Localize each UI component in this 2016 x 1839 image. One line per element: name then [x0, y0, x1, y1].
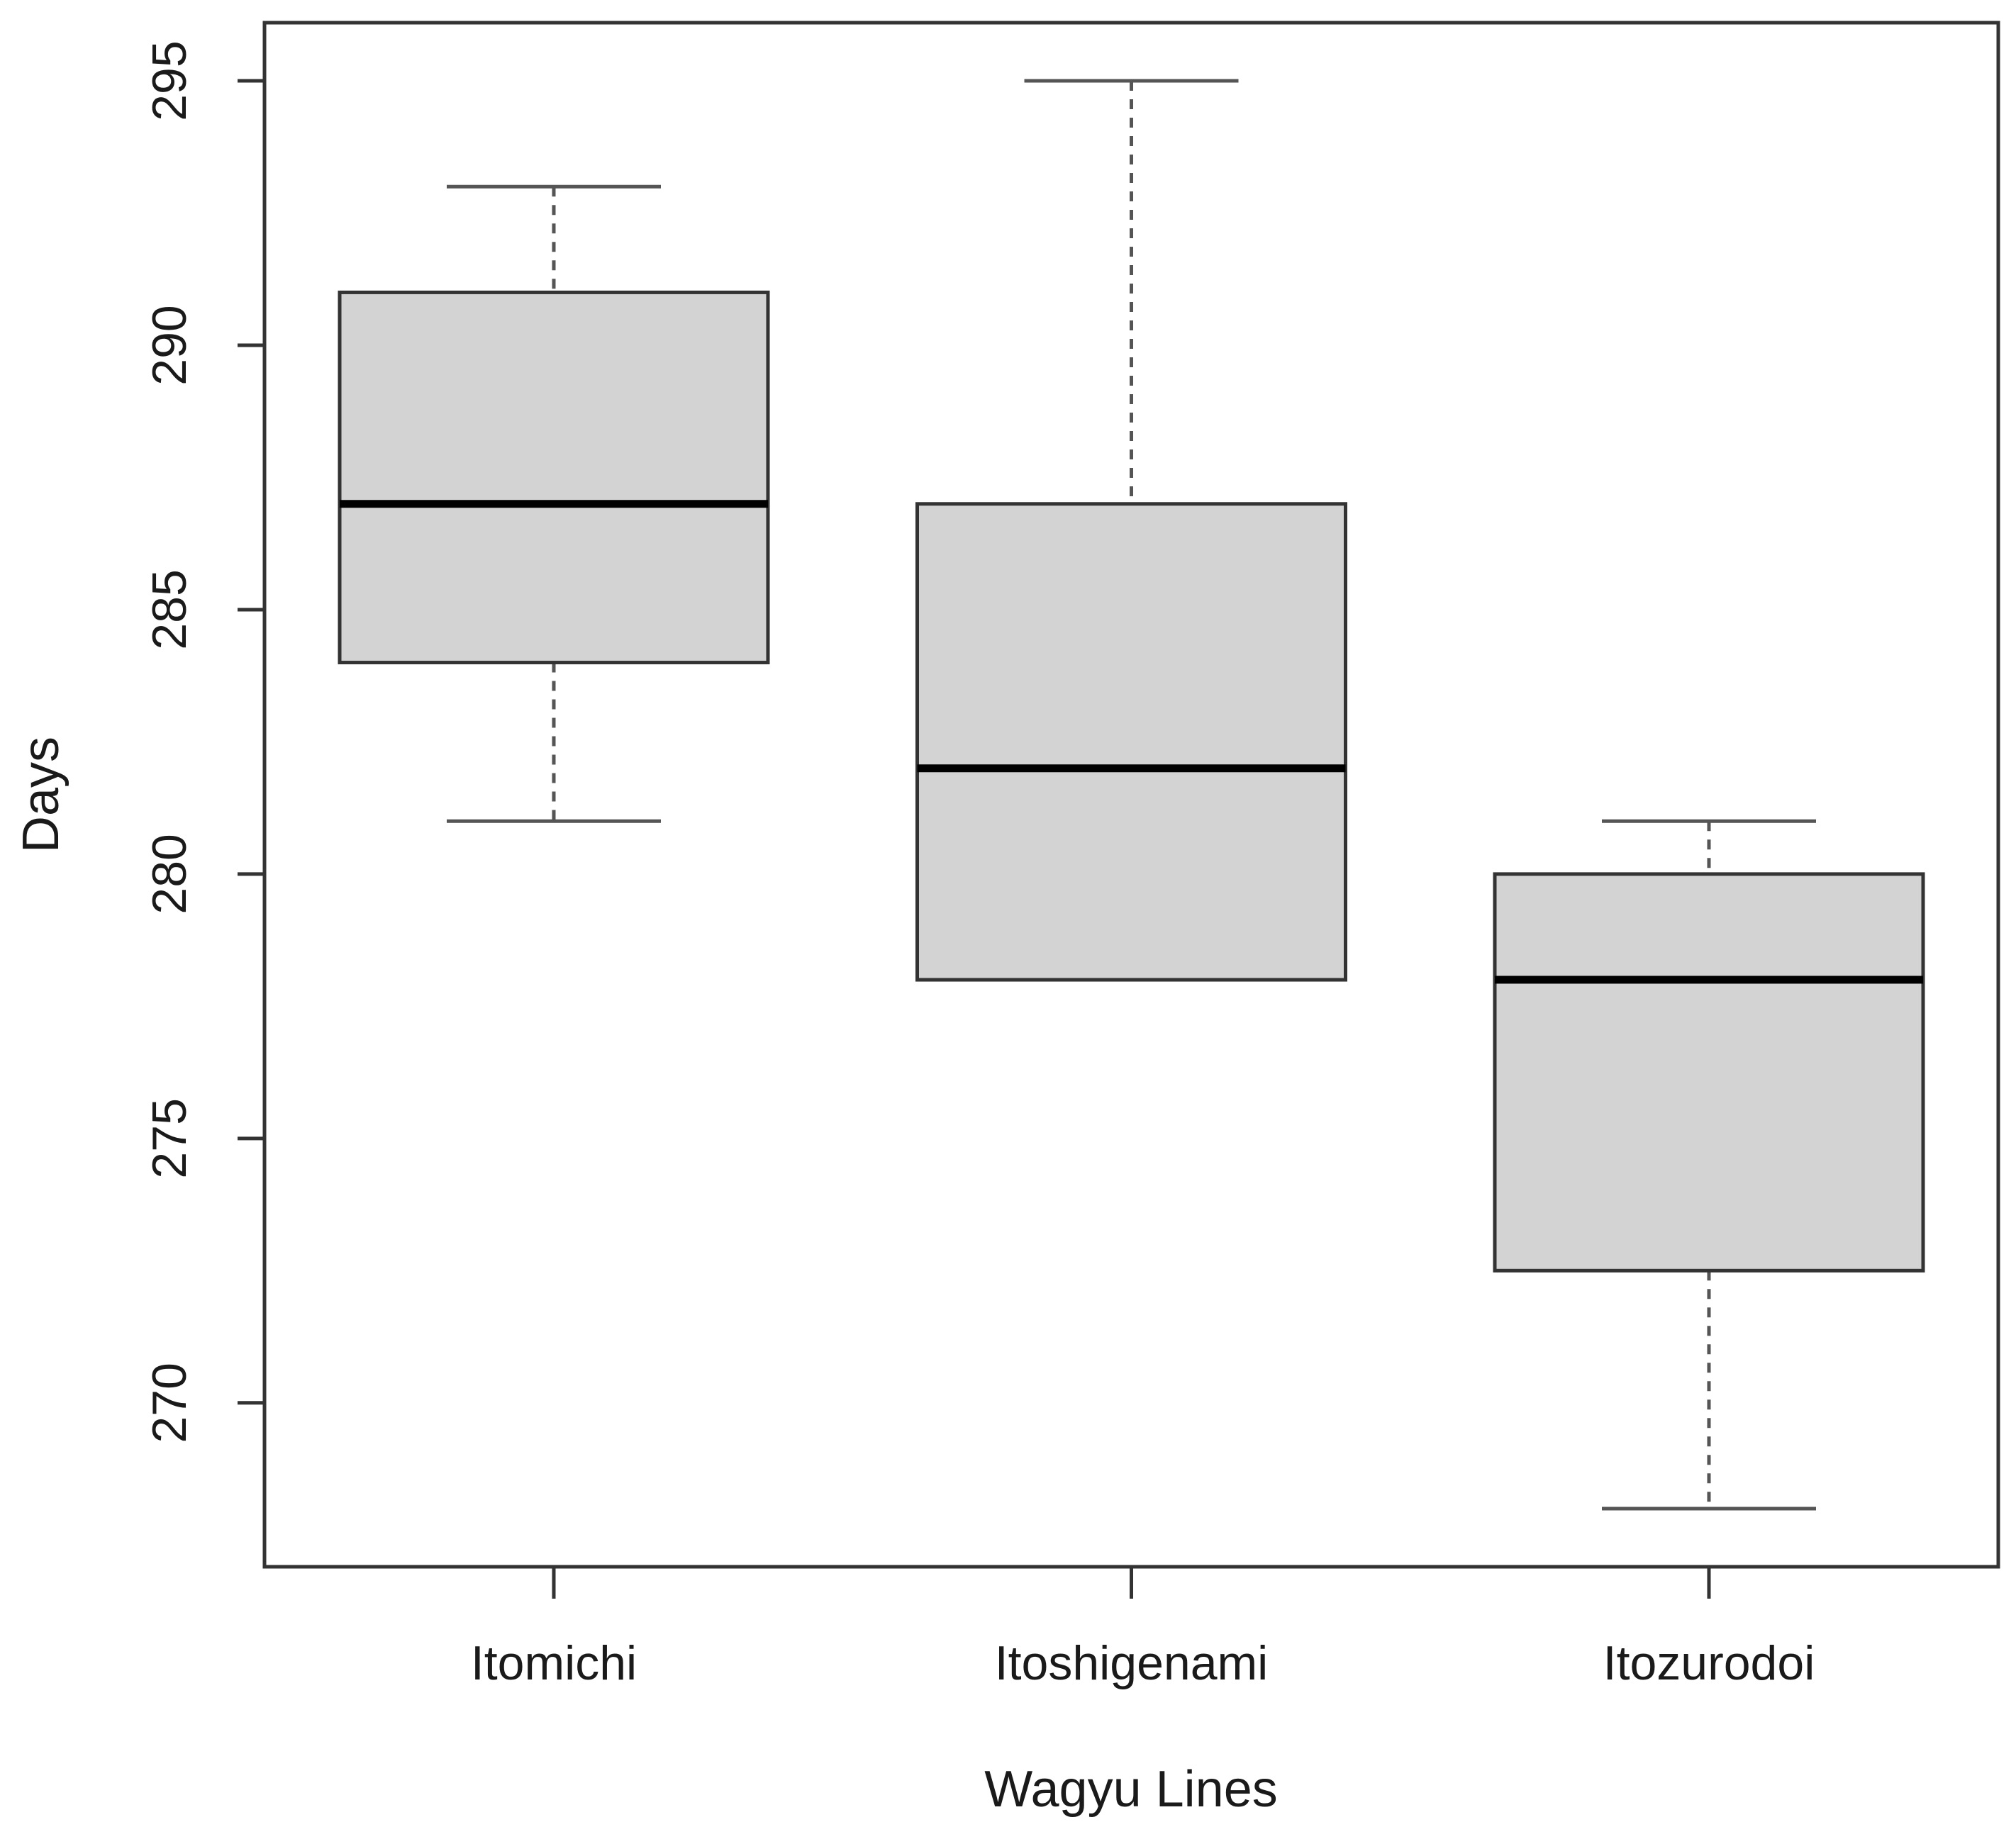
x-axis-title: Wagyu Lines [984, 1761, 1278, 1818]
iqr-box [338, 290, 770, 665]
iqr-box [915, 502, 1347, 982]
y-tick-label: 290 [143, 305, 196, 385]
box-itoshigenami [915, 79, 1347, 982]
x-tick-label: Itomichi [471, 1636, 637, 1690]
y-tick-label: 275 [143, 1098, 196, 1178]
y-tick-label: 270 [143, 1363, 196, 1443]
y-tick-label: 295 [143, 40, 196, 121]
box-itomichi [338, 184, 770, 823]
y-axis-title: Days [13, 737, 69, 853]
iqr-box [1493, 872, 1925, 1273]
y-tick-label: 285 [143, 569, 196, 649]
x-tick-label: Itozurodoi [1603, 1636, 1815, 1690]
x-tick-label: Itoshigenami [995, 1636, 1269, 1690]
y-axis: 270 275 280 285 290 295 [143, 40, 264, 1443]
y-tick-label: 280 [143, 834, 196, 914]
x-axis: Itomichi Itoshigenami Itozurodoi [471, 1567, 1815, 1690]
box-marks [338, 79, 1925, 1511]
box-itozurodoi [1493, 819, 1925, 1511]
